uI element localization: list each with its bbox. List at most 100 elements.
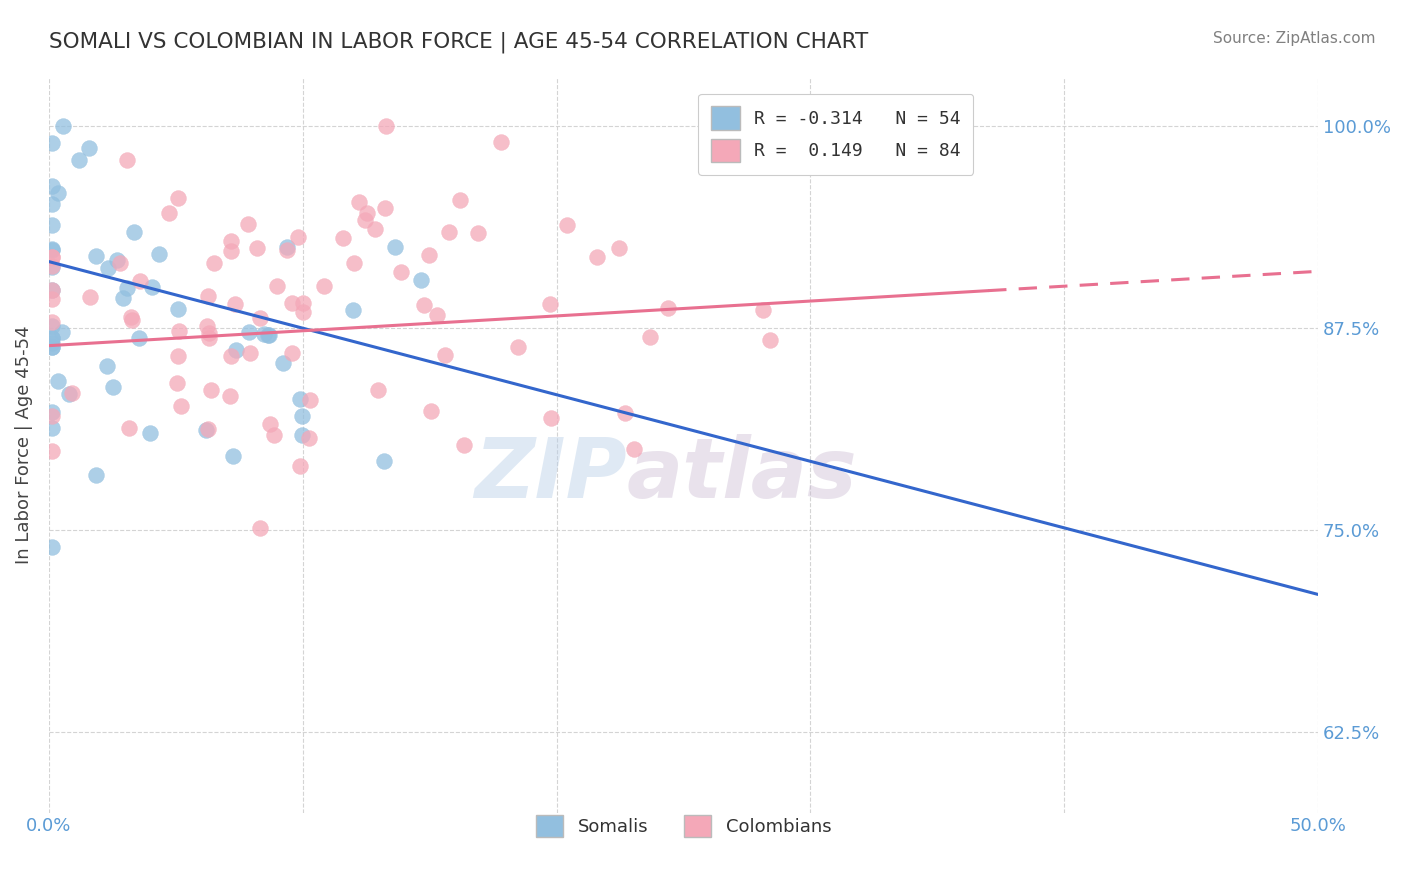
Point	[222, 449, 245, 463]
Point	[343, 256, 366, 270]
Point	[349, 195, 371, 210]
Point	[225, 343, 247, 358]
Point	[374, 119, 396, 133]
Point	[657, 301, 679, 315]
Point	[288, 392, 311, 406]
Point	[253, 327, 276, 342]
Point	[41, 340, 63, 354]
Point	[41, 421, 63, 435]
Point	[198, 331, 221, 345]
Point	[291, 296, 314, 310]
Point	[623, 442, 645, 456]
Point	[115, 280, 138, 294]
Point	[195, 423, 218, 437]
Point	[121, 312, 143, 326]
Point	[111, 292, 134, 306]
Point	[418, 248, 440, 262]
Point	[367, 384, 389, 398]
Point	[41, 283, 63, 297]
Point	[759, 334, 782, 348]
Point	[200, 383, 222, 397]
Point	[60, 386, 83, 401]
Point	[281, 345, 304, 359]
Point	[129, 274, 152, 288]
Point	[246, 241, 269, 255]
Point	[41, 260, 63, 274]
Point	[167, 191, 190, 205]
Point	[148, 247, 170, 261]
Point	[51, 325, 73, 339]
Point	[41, 336, 63, 351]
Point	[157, 206, 180, 220]
Text: atlas: atlas	[627, 434, 858, 515]
Point	[97, 260, 120, 275]
Point	[491, 135, 513, 149]
Point	[219, 235, 242, 249]
Point	[224, 297, 246, 311]
Point	[287, 230, 309, 244]
Text: ZIP: ZIP	[474, 434, 627, 515]
Point	[41, 315, 63, 329]
Point	[41, 259, 63, 273]
Point	[236, 217, 259, 231]
Text: Source: ZipAtlas.com: Source: ZipAtlas.com	[1212, 31, 1375, 46]
Point	[412, 298, 434, 312]
Point	[141, 280, 163, 294]
Point	[202, 255, 225, 269]
Point	[41, 540, 63, 554]
Point	[195, 318, 218, 333]
Point	[120, 310, 142, 325]
Point	[41, 330, 63, 344]
Point	[41, 136, 63, 150]
Point	[263, 428, 285, 442]
Point	[614, 406, 637, 420]
Point	[58, 387, 80, 401]
Point	[105, 253, 128, 268]
Point	[420, 404, 443, 418]
Point	[41, 242, 63, 256]
Point	[41, 443, 63, 458]
Point	[585, 250, 607, 264]
Point	[292, 305, 315, 319]
Point	[219, 349, 242, 363]
Point	[67, 153, 90, 167]
Point	[290, 458, 312, 473]
Point	[555, 219, 578, 233]
Point	[46, 186, 69, 200]
Point	[41, 178, 63, 193]
Point	[291, 409, 314, 423]
Point	[41, 243, 63, 257]
Point	[276, 240, 298, 254]
Point	[46, 374, 69, 388]
Point	[453, 438, 475, 452]
Point	[118, 421, 141, 435]
Point	[41, 292, 63, 306]
Point	[218, 389, 240, 403]
Point	[41, 340, 63, 354]
Point	[108, 256, 131, 270]
Point	[103, 380, 125, 394]
Point	[426, 308, 449, 322]
Point	[41, 250, 63, 264]
Point	[276, 243, 298, 257]
Point	[281, 296, 304, 310]
Point	[638, 330, 661, 344]
Point	[122, 225, 145, 239]
Point	[411, 272, 433, 286]
Point	[257, 327, 280, 342]
Point	[197, 422, 219, 436]
Point	[167, 301, 190, 316]
Point	[271, 356, 294, 370]
Point	[291, 428, 314, 442]
Point	[41, 319, 63, 334]
Point	[115, 153, 138, 167]
Point	[41, 409, 63, 423]
Point	[266, 279, 288, 293]
Point	[434, 348, 457, 362]
Point	[170, 399, 193, 413]
Point	[449, 193, 471, 207]
Point	[384, 240, 406, 254]
Point	[166, 376, 188, 390]
Point	[373, 453, 395, 467]
Point	[219, 244, 242, 258]
